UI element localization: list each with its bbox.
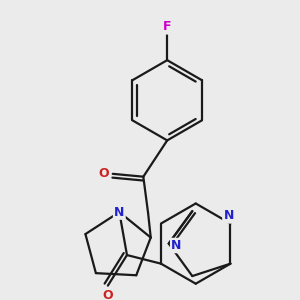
Text: O: O	[98, 167, 109, 180]
Text: F: F	[163, 20, 171, 33]
Text: N: N	[224, 209, 234, 222]
Text: O: O	[103, 289, 113, 300]
Text: N: N	[171, 239, 182, 252]
Text: N: N	[114, 206, 124, 219]
